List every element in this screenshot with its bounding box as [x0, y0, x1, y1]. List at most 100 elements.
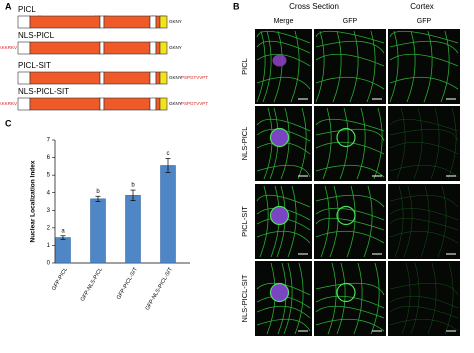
domain-box — [149, 15, 157, 29]
cell-wall — [294, 262, 304, 335]
cell-wall — [256, 40, 311, 54]
y-tick-label: 3 — [47, 208, 51, 214]
cell-wall — [315, 141, 385, 155]
cell-outlines — [315, 262, 385, 335]
domain-box — [17, 71, 31, 85]
cell-wall — [256, 118, 311, 132]
cell-wall — [440, 30, 450, 103]
significance-letter: b — [131, 183, 135, 189]
cell-wall — [315, 207, 385, 221]
c-term-sequence: GKNY — [169, 75, 182, 80]
x-tick-label: GFP-PICL-SIT — [116, 266, 139, 301]
cell-wall — [389, 53, 459, 67]
domain-box — [155, 71, 161, 85]
cell-wall — [256, 230, 311, 244]
domain-box — [103, 15, 151, 29]
y-tick-label: 0 — [47, 261, 51, 267]
c-term-sequence: GKNY — [169, 45, 182, 50]
cell-wall — [315, 164, 385, 178]
domain-box — [17, 41, 31, 55]
cell-wall — [427, 262, 437, 335]
error-bar — [60, 235, 66, 240]
cell-wall — [256, 30, 266, 103]
cell-wall — [315, 305, 385, 319]
domain-box — [103, 41, 151, 55]
significance-letter: b — [96, 189, 100, 195]
cell-wall — [315, 318, 385, 332]
cell-wall — [389, 165, 459, 178]
construct-name: PICL-SIT — [18, 61, 51, 70]
cell-wall — [256, 305, 311, 319]
row-label: PICL-SIT — [240, 206, 249, 237]
domain-box — [29, 71, 101, 85]
cell-wall — [262, 30, 272, 103]
c-term-sequence: GKNY — [169, 101, 182, 106]
y-tick-label: 7 — [47, 138, 51, 144]
cell-wall — [437, 185, 447, 258]
y-tick-label: 2 — [47, 225, 51, 231]
panel-label: C — [5, 118, 12, 128]
cell-wall — [259, 185, 269, 258]
cell-outlines — [389, 185, 459, 258]
cell-wall — [315, 295, 385, 309]
cell-wall — [315, 53, 385, 67]
cell-wall — [283, 262, 293, 335]
error-bar — [130, 189, 136, 201]
nls-sequence: MPKKKRKV — [0, 101, 17, 106]
y-tick-label: 6 — [47, 155, 51, 161]
micrograph — [314, 261, 386, 336]
cell-outlines — [389, 262, 459, 335]
y-tick-label: 4 — [47, 190, 51, 196]
cell-wall — [356, 107, 366, 180]
cell-wall — [256, 318, 311, 332]
domain-box — [149, 41, 157, 55]
domain-box — [103, 71, 151, 85]
domain-box — [159, 41, 168, 55]
nucleus — [336, 127, 356, 148]
cell-wall — [256, 53, 311, 67]
y-tick-label: 5 — [47, 173, 51, 179]
domain-box — [29, 41, 101, 55]
cell-wall — [403, 185, 413, 258]
cell-wall — [327, 262, 337, 335]
cell-wall — [389, 296, 459, 309]
sit-sequence: PSPGTVVPT — [181, 101, 208, 106]
error-bar — [165, 158, 171, 173]
cell-wall — [370, 262, 380, 335]
construct-name: NLS-PICL — [18, 31, 55, 40]
bar — [55, 237, 71, 264]
cell-outlines — [315, 30, 385, 103]
nls-sequence: MPKKKRKV — [0, 45, 17, 50]
x-tick-label: GFP-NLS-PICL — [80, 267, 104, 303]
domain-box — [149, 71, 157, 85]
cell-wall — [315, 30, 325, 103]
significance-letter: c — [167, 151, 170, 157]
bar — [160, 165, 176, 264]
column-subheader: Merge — [274, 18, 294, 25]
cell-wall — [389, 306, 459, 319]
cell-wall — [389, 142, 459, 155]
panel-label: A — [5, 1, 12, 11]
cell-wall — [353, 262, 363, 335]
row-label: NLS-PICL-SIT — [240, 274, 249, 322]
cell-wall — [287, 185, 297, 258]
cell-wall — [430, 107, 440, 180]
cell-wall — [315, 282, 385, 296]
cell-wall — [413, 107, 423, 180]
nucleus — [269, 282, 290, 303]
y-tick-label: 1 — [47, 243, 51, 249]
cell-wall — [256, 30, 311, 44]
cell-wall — [363, 185, 373, 258]
cell-wall — [329, 185, 339, 258]
cell-wall — [389, 283, 459, 296]
domain-box — [17, 97, 31, 111]
domain-box — [99, 41, 105, 55]
cell-wall — [410, 262, 420, 335]
cell-wall — [389, 208, 459, 221]
domain-box — [99, 71, 105, 85]
cell-wall — [339, 107, 349, 180]
column-subheader: GFP — [343, 18, 358, 25]
column-header: Cross Section — [289, 2, 339, 11]
cell-wall — [332, 30, 342, 103]
